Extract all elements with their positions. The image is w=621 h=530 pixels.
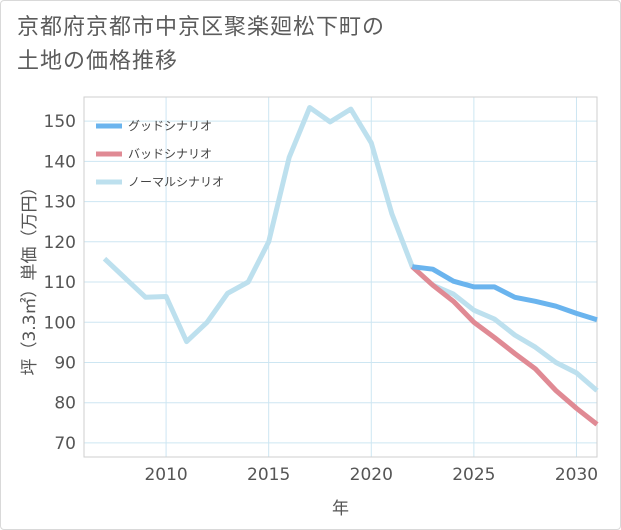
y-axis-label: 坪（3.3㎡）単価（万円） [20, 178, 40, 375]
series-line-0 [411, 264, 598, 323]
y-tick-label: 140 [44, 152, 76, 172]
grid-lines [84, 97, 597, 457]
plot-area-frame [83, 96, 598, 458]
x-axis-label: 年 [332, 499, 349, 519]
y-tick-label: 130 [44, 193, 76, 213]
chart-title-line-2: 土地の価格推移 [17, 49, 179, 74]
y-tick-label: 120 [44, 233, 76, 253]
y-tick-label: 90 [54, 353, 76, 373]
x-tick-label: 2020 [350, 465, 393, 485]
y-axis-ticks: 70 80 90 100 110 120 130 140 150 [44, 112, 76, 454]
legend-label-0: グッドシナリオ [128, 119, 212, 133]
series-layer [102, 105, 599, 427]
y-tick-label: 150 [44, 112, 76, 132]
y-tick-label: 110 [44, 273, 76, 293]
y-tick-label: 70 [54, 434, 76, 454]
x-tick-label: 2015 [247, 465, 290, 485]
series-line-1 [410, 264, 599, 427]
x-tick-label: 2030 [555, 465, 598, 485]
series-line-2 [102, 105, 599, 393]
legend-label-2: ノーマルシナリオ [128, 175, 224, 189]
legend-label-1: バッドシナリオ [128, 147, 212, 161]
y-tick-label: 100 [44, 313, 76, 333]
x-tick-label: 2010 [144, 465, 187, 485]
x-tick-label: 2025 [452, 465, 495, 485]
x-axis-ticks: 2010 2015 2020 2025 2030 [144, 465, 598, 485]
y-tick-label: 80 [54, 394, 76, 414]
chart-title: 京都府京都市中京区聚楽廻松下町の 土地の価格推移 [17, 11, 577, 79]
chart-title-line-1: 京都府京都市中京区聚楽廻松下町の [17, 15, 386, 40]
